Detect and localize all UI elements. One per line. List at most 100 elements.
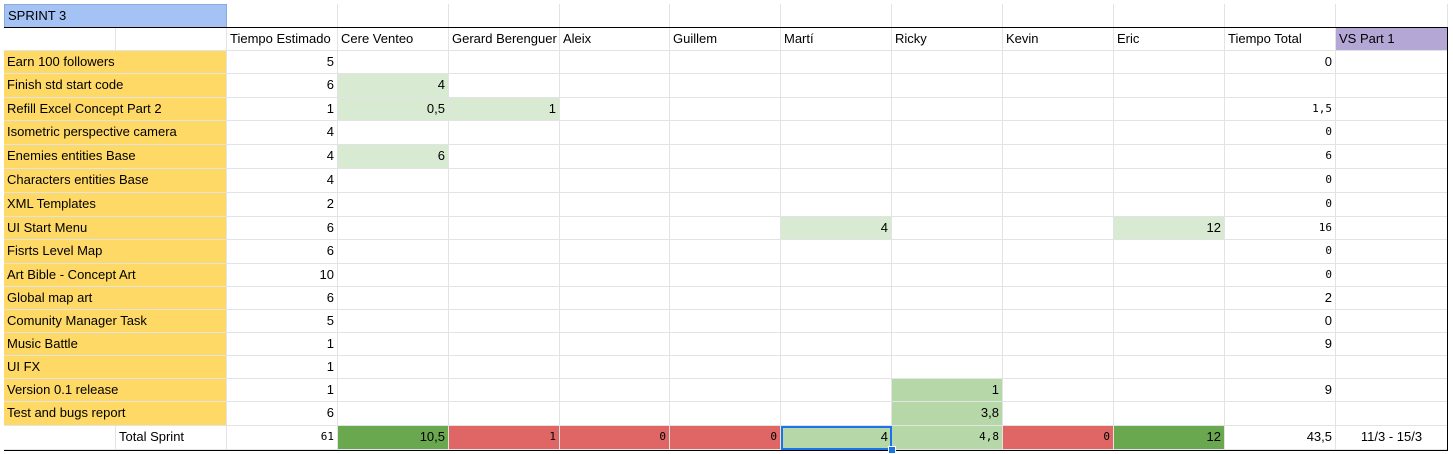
member-time-cell[interactable] [781,74,892,98]
empty-cell[interactable] [4,426,116,450]
member-time-cell[interactable] [1003,402,1114,426]
member-time-cell[interactable] [338,310,449,333]
total-time-cell[interactable]: 9 [1225,333,1336,356]
member-time-cell[interactable] [560,193,670,217]
total-time-cell[interactable]: 0 [1225,193,1336,217]
column-header[interactable]: VS Part 1 [1336,28,1448,51]
member-time-cell[interactable] [781,379,892,402]
member-time-cell[interactable] [1003,264,1114,287]
member-time-cell[interactable] [560,287,670,310]
member-time-cell[interactable] [670,169,781,193]
member-time-cell[interactable]: 1 [892,379,1003,402]
member-time-cell[interactable] [670,145,781,169]
member-time-cell[interactable] [892,74,1003,98]
member-time-cell[interactable] [1114,74,1225,98]
column-header[interactable]: Aleix [560,28,670,51]
member-time-cell[interactable] [338,333,449,356]
task-name-cell[interactable]: Refill Excel Concept Part 2 [4,98,227,121]
column-header[interactable]: Gerard Berenguer [449,28,560,51]
member-time-cell[interactable] [670,217,781,240]
estimated-time-cell[interactable]: 4 [227,169,338,193]
task-name-cell[interactable]: Isometric perspective camera [4,121,227,145]
member-time-cell[interactable] [1114,240,1225,264]
member-time-cell[interactable] [1114,169,1225,193]
sheet-title-cell[interactable]: SPRINT 3 [4,4,227,28]
empty-cell[interactable] [1003,4,1114,28]
member-time-cell[interactable] [781,287,892,310]
member-time-cell[interactable] [338,193,449,217]
member-time-cell[interactable] [1003,145,1114,169]
member-time-cell[interactable] [560,145,670,169]
total-time-cell[interactable]: 0 [1225,121,1336,145]
column-header[interactable]: Cere Venteo [338,28,449,51]
member-total-cell[interactable]: 12 [1114,426,1225,450]
member-time-cell[interactable] [449,121,560,145]
vs-part-cell[interactable] [1336,217,1448,240]
member-time-cell[interactable] [781,145,892,169]
vs-part-cell[interactable] [1336,310,1448,333]
vs-part-dates-cell[interactable]: 11/3 - 15/3 [1336,426,1448,450]
member-time-cell[interactable] [781,264,892,287]
estimated-time-cell[interactable]: 4 [227,145,338,169]
member-time-cell[interactable] [1114,356,1225,379]
total-time-cell[interactable]: 1,5 [1225,98,1336,121]
member-time-cell[interactable] [449,51,560,74]
member-time-cell[interactable] [449,356,560,379]
member-total-cell[interactable]: 4,8 [892,426,1003,450]
task-name-cell[interactable]: Test and bugs report [4,402,227,426]
vs-part-cell[interactable] [1336,121,1448,145]
member-time-cell[interactable] [1003,356,1114,379]
member-time-cell[interactable] [892,240,1003,264]
task-name-cell[interactable]: Art Bible - Concept Art [4,264,227,287]
member-time-cell[interactable] [1114,193,1225,217]
empty-cell[interactable] [449,4,560,28]
member-time-cell[interactable] [670,121,781,145]
member-time-cell[interactable] [781,240,892,264]
estimated-time-cell[interactable]: 1 [227,356,338,379]
task-name-cell[interactable]: Earn 100 followers [4,51,227,74]
member-time-cell[interactable] [1114,264,1225,287]
member-time-cell[interactable] [892,310,1003,333]
empty-cell[interactable] [116,28,227,51]
member-time-cell[interactable] [1114,333,1225,356]
task-name-cell[interactable]: Global map art [4,287,227,310]
member-time-cell[interactable] [670,240,781,264]
member-time-cell[interactable] [670,402,781,426]
member-time-cell[interactable] [892,145,1003,169]
empty-cell[interactable] [892,4,1003,28]
total-time-cell[interactable]: 0 [1225,264,1336,287]
task-name-cell[interactable]: XML Templates [4,193,227,217]
member-time-cell[interactable] [449,217,560,240]
member-time-cell[interactable] [560,240,670,264]
member-time-cell[interactable] [449,264,560,287]
total-sprint-label[interactable]: Total Sprint [116,426,227,450]
task-name-cell[interactable]: Enemies entities Base [4,145,227,169]
member-total-cell[interactable]: 1 [449,426,560,450]
column-header[interactable]: Tiempo Estimado [227,28,338,51]
empty-cell[interactable] [1225,4,1336,28]
estimated-time-cell[interactable]: 6 [227,217,338,240]
member-time-cell[interactable] [1003,169,1114,193]
estimated-time-cell[interactable]: 6 [227,240,338,264]
vs-part-cell[interactable] [1336,240,1448,264]
member-total-cell[interactable]: 0 [1003,426,1114,450]
task-name-cell[interactable]: Finish std start code [4,74,227,98]
vs-part-cell[interactable] [1336,145,1448,169]
member-time-cell[interactable] [338,121,449,145]
member-time-cell[interactable] [892,98,1003,121]
member-time-cell[interactable] [338,287,449,310]
member-time-cell[interactable] [781,356,892,379]
member-time-cell[interactable] [560,121,670,145]
member-time-cell[interactable] [670,193,781,217]
task-name-cell[interactable]: UI Start Menu [4,217,227,240]
empty-cell[interactable] [4,28,116,51]
member-time-cell[interactable] [449,333,560,356]
total-time-cell[interactable]: 2 [1225,287,1336,310]
member-time-cell[interactable] [781,169,892,193]
estimated-time-cell[interactable]: 10 [227,264,338,287]
member-time-cell[interactable] [670,333,781,356]
total-time-cell[interactable]: 0 [1225,310,1336,333]
column-header[interactable]: Kevin [1003,28,1114,51]
member-time-cell[interactable] [560,74,670,98]
member-time-cell[interactable] [560,379,670,402]
